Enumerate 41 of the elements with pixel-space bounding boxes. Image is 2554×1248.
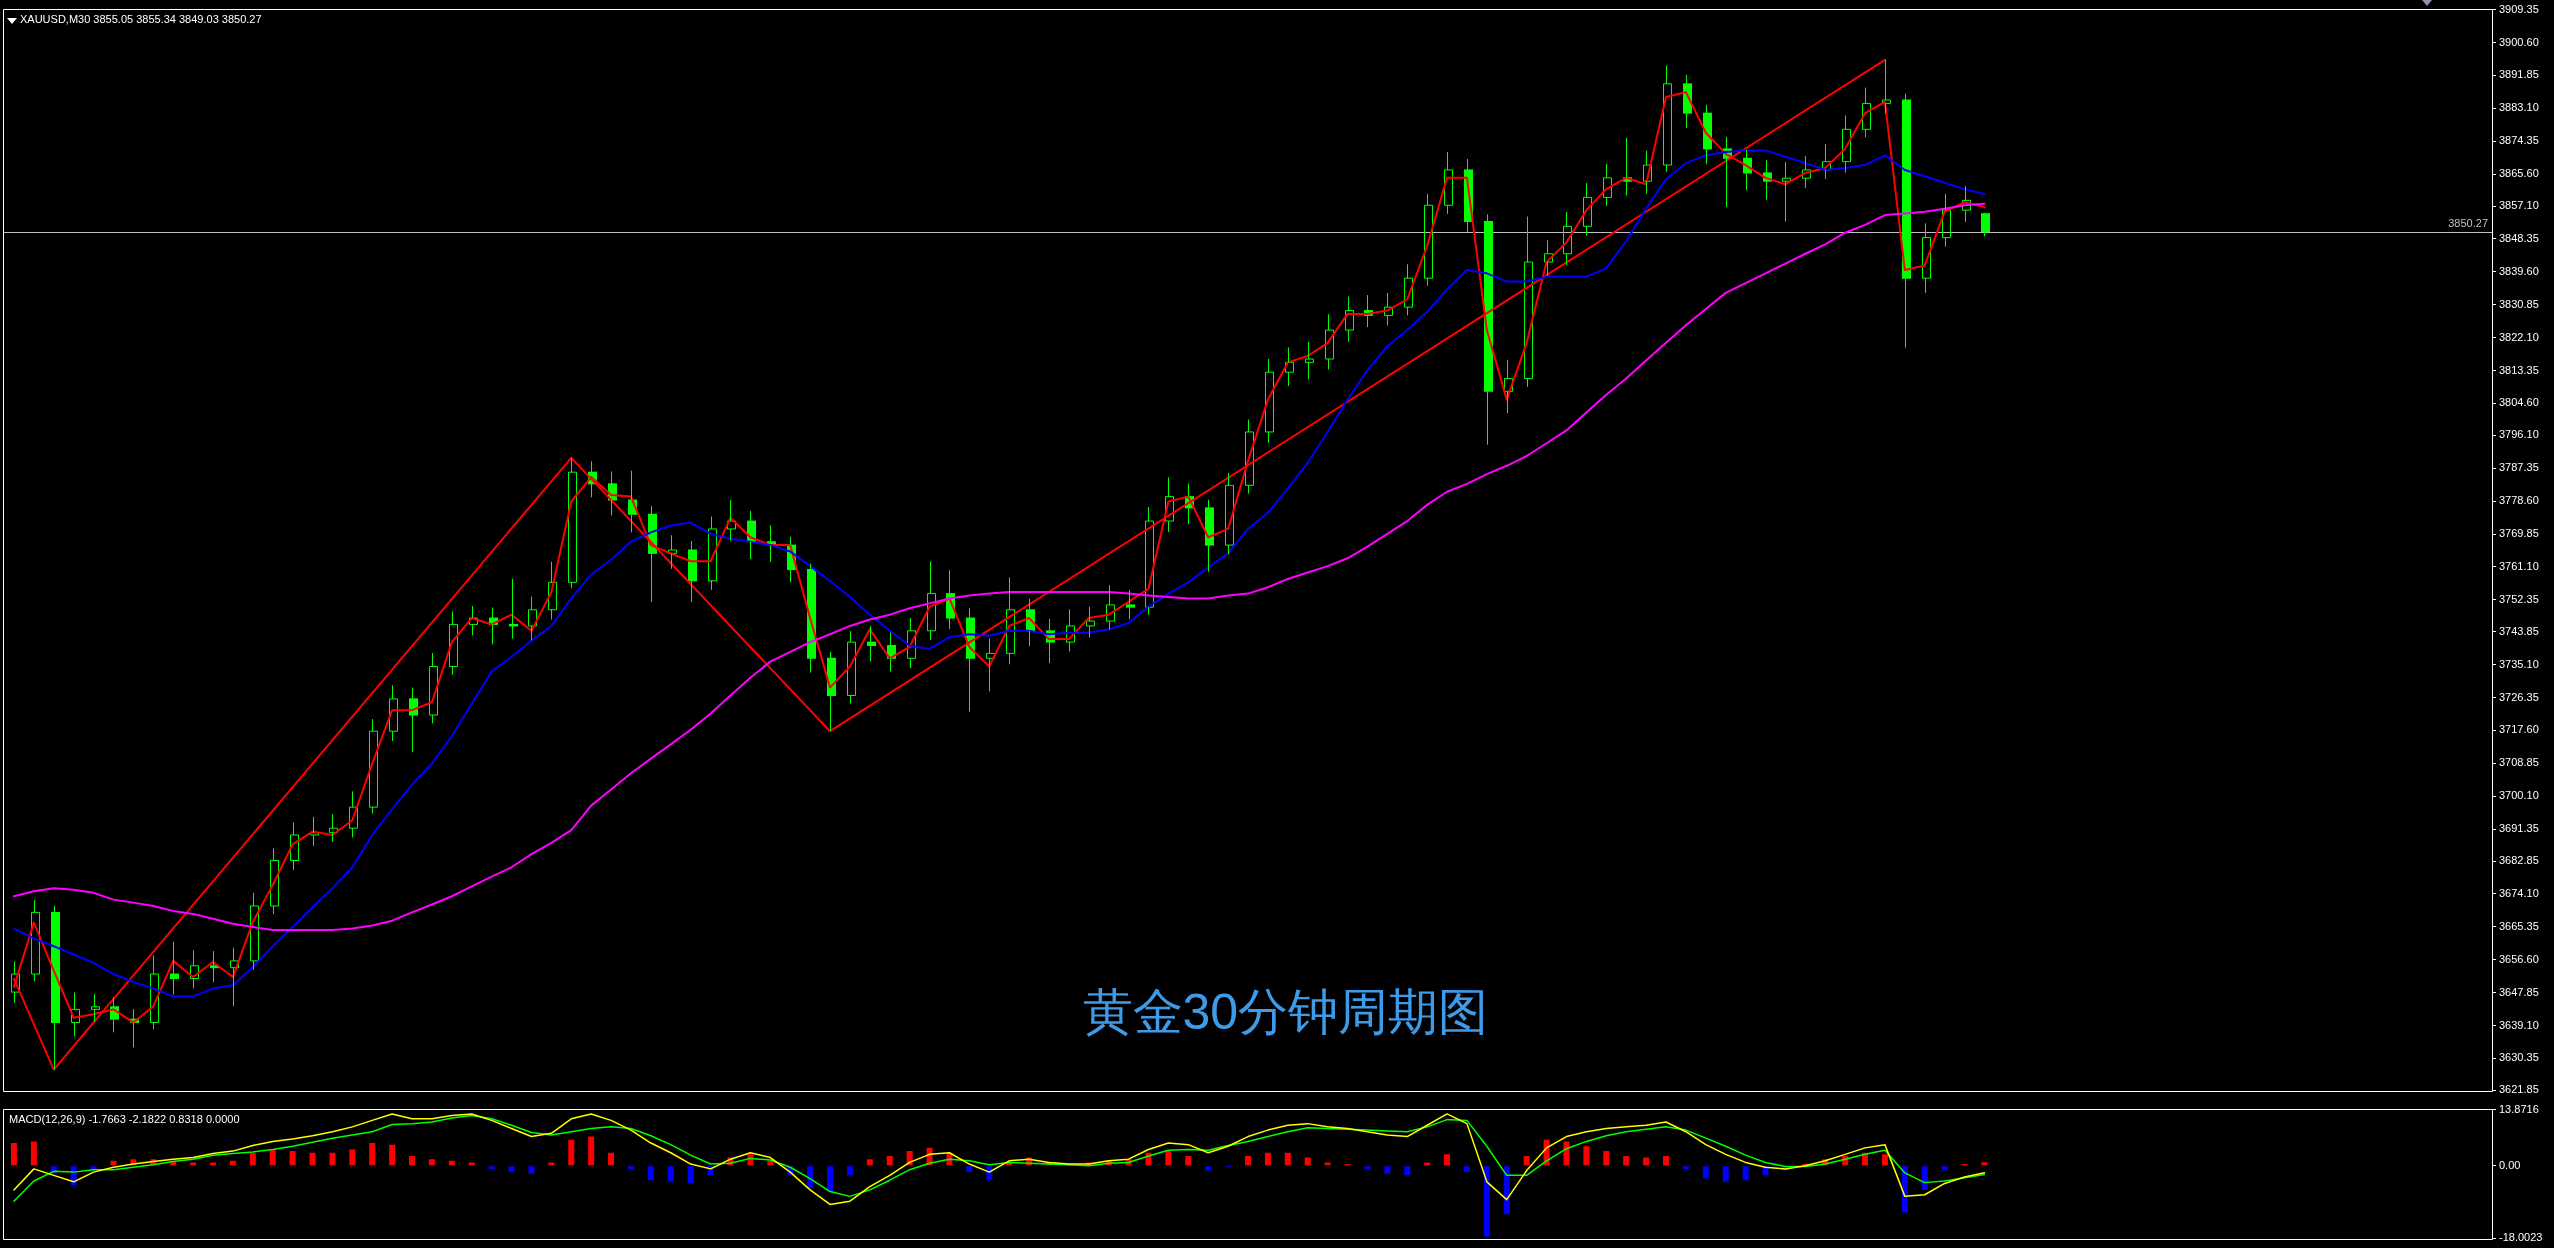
y-tick-label: 3726.35 — [2499, 690, 2539, 703]
annotation: 黄金30分钟周期图 — [1082, 984, 1489, 1041]
y-tick-label: 3665.35 — [2499, 919, 2539, 932]
y-tick-label: -18.0023 — [2499, 1231, 2543, 1244]
y-tick-label: 3700.10 — [2499, 789, 2539, 802]
y-tick-label: 3796.10 — [2499, 428, 2539, 441]
y-tick-label: 3830.85 — [2499, 297, 2539, 310]
chart-title: XAUUSD,M30 3855.05 3855.34 3849.03 3850.27 — [20, 13, 262, 26]
y-tick-label: 3656.60 — [2499, 952, 2539, 965]
y-tick-label: 3630.35 — [2499, 1051, 2539, 1064]
y-tick-label: 3874.35 — [2499, 134, 2539, 147]
y-tick-label: 3909.35 — [2499, 2, 2539, 15]
y-tick-label: 3621.85 — [2499, 1083, 2539, 1096]
y-tick-label: 3735.10 — [2499, 657, 2539, 670]
y-tick-label: 3691.35 — [2499, 822, 2539, 835]
y-tick-label: 3717.60 — [2499, 723, 2539, 736]
y-tick-label: 3900.60 — [2499, 35, 2539, 48]
y-tick-label: 3865.60 — [2499, 167, 2539, 180]
y-tick-label: 3743.85 — [2499, 624, 2539, 637]
y-tick-label: 3778.60 — [2499, 494, 2539, 507]
y-tick-label: 3787.35 — [2499, 461, 2539, 474]
y-tick-label: 3682.85 — [2499, 854, 2539, 867]
y-tick-label: 13.8716 — [2499, 1102, 2539, 1115]
chart-title: MACD(12,26,9) -1.7663 -2.1822 0.8318 0.0000 — [9, 1113, 240, 1126]
y-tick-label: 3639.10 — [2499, 1018, 2539, 1031]
y-tick-label: 3822.10 — [2499, 330, 2539, 343]
y-tick-label: 3647.85 — [2499, 985, 2539, 998]
y-tick-label: 3848.35 — [2499, 231, 2539, 244]
y-tick-label: 0.00 — [2499, 1158, 2521, 1171]
y-tick-label: 3857.10 — [2499, 199, 2539, 212]
y-tick-label: 3804.60 — [2499, 396, 2539, 409]
y-tick-label: 3839.60 — [2499, 264, 2539, 277]
y-tick-label: 3883.10 — [2499, 101, 2539, 114]
y-tick-label: 3891.85 — [2499, 68, 2539, 81]
y-tick-label: 3674.10 — [2499, 887, 2539, 900]
y-tick-label: 3752.35 — [2499, 592, 2539, 605]
ref-line-label: 3850.27 — [2448, 217, 2488, 230]
y-tick-label: 3761.10 — [2499, 559, 2539, 572]
y-tick-label: 3708.85 — [2499, 756, 2539, 769]
y-tick-label: 3813.35 — [2499, 363, 2539, 376]
y-tick-label: 3769.85 — [2499, 527, 2539, 540]
